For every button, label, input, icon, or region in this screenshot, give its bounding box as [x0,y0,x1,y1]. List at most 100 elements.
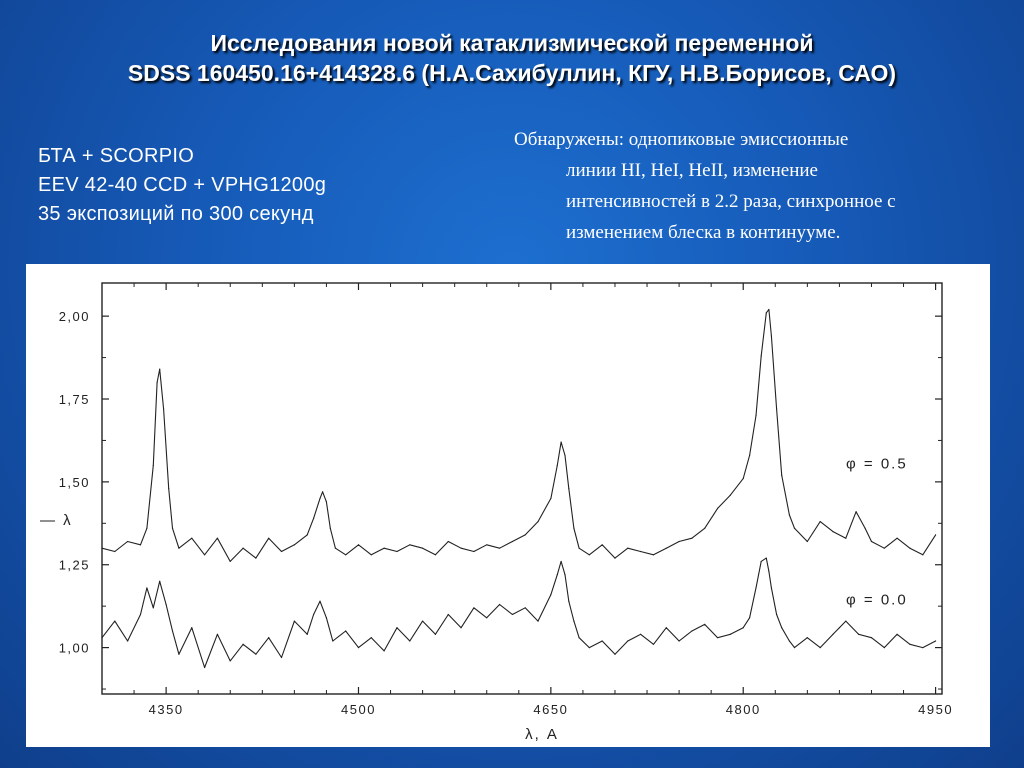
data-point [627,547,629,549]
data-point [537,521,539,523]
data-point [409,544,411,546]
data-point [845,537,847,539]
data-point [486,617,488,619]
data-point [742,477,744,480]
data-point [319,600,321,602]
x-tick-label: 4800 [726,702,761,717]
data-point [313,517,315,519]
data-point [162,408,165,410]
data-point [806,637,808,639]
title-line-1: Исследования новой катаклизмической пере… [210,30,814,56]
data-point [268,637,270,639]
data-point [568,600,570,602]
data-point [203,554,206,556]
axes-group [101,282,943,695]
data-point [716,637,719,639]
data-point [909,643,911,645]
data-point [578,547,580,549]
data-point [255,557,257,559]
data-point [729,494,731,496]
data-point [564,574,566,576]
findings-line-2: линии HI, HeI, HeII, изменение [566,160,818,181]
data-point [447,613,449,616]
data-point [114,620,116,622]
data-point [883,547,885,549]
data-point [473,607,475,609]
y-tick-label: 1,25 [59,558,90,573]
data-point [775,408,778,410]
data-point [498,547,501,549]
data-point [156,381,158,384]
data-point [896,633,898,635]
data-point [922,646,924,649]
title-line-2: SDSS 160450.16+414328.6 (Н.А.Сахибуллин,… [127,60,897,86]
data-point [524,534,526,536]
data-point [152,464,154,466]
data-point [601,640,603,642]
spectrum-chart: 4350 4500 4650 4800 4950 1,00 1,25 1,50 1,75 2,00… [40,282,953,743]
data-point [293,544,295,546]
data-point [511,540,513,543]
data-point [168,487,170,490]
data-point [146,587,148,589]
x-tick-label: 4500 [341,702,376,717]
data-point [614,557,616,559]
data-point [781,627,783,629]
slide-title: Исследования новой катаклизмической пере… [0,28,1024,88]
data-point [171,630,174,632]
data-point [159,580,161,582]
data-point [832,530,834,533]
series-label: φ = 0.5 [846,456,908,473]
data-point [788,640,790,642]
data-point [306,534,308,536]
data-point [434,554,437,556]
data-point [383,650,385,652]
findings-text: Обнаружены: однопиковые эмиссионные лини… [514,124,1014,248]
data-point [280,656,283,659]
data-point [755,414,757,417]
data-point [788,514,790,516]
data-point [171,527,174,529]
instrument-line-2: EEV 42-40 CCD + VPHG1200g [38,174,327,196]
data-point [934,640,937,642]
data-point [345,554,347,556]
data-point [537,620,539,622]
data-point [370,637,372,639]
data-point [334,547,337,549]
data-point [165,603,167,606]
data-point [191,537,193,539]
data-point [473,550,475,553]
data-point [383,547,385,549]
data-point [178,653,180,655]
data-point [845,620,847,622]
data-point [345,630,347,632]
data-point [313,613,315,616]
data-point [573,620,575,622]
data-point [216,537,219,539]
data-point [178,547,180,549]
data-point [578,637,580,639]
x-tick-label: 4650 [533,702,568,717]
data-point [139,544,142,546]
data-point [422,620,424,622]
series-line-1 [101,557,936,669]
plot-frame [101,282,943,695]
data-point [486,544,488,546]
data-point [765,557,767,559]
data-point [114,550,116,553]
series-label: φ = 0.0 [846,592,908,609]
data-point [139,613,142,616]
data-point [319,497,321,500]
x-tick-label: 4950 [918,702,953,717]
data-point [770,335,773,337]
data-point [229,660,231,662]
data-point [716,507,719,509]
data-point [560,560,562,563]
series-line-0 [101,308,937,562]
data-point [229,560,231,563]
data-point [434,633,437,635]
data-point [357,544,360,546]
data-point [765,312,767,314]
data-point [396,550,398,553]
y-tick-label: 1,75 [59,392,90,407]
